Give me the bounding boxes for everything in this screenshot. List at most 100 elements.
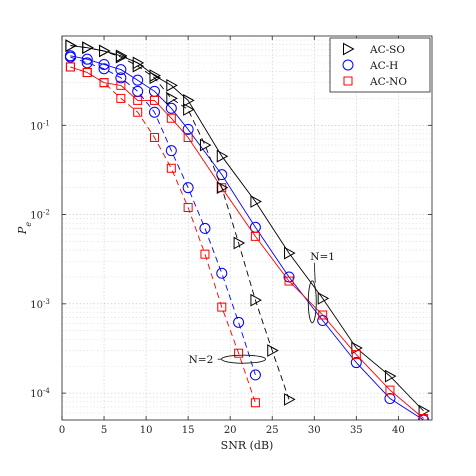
data-point xyxy=(250,293,262,307)
data-point xyxy=(149,106,160,118)
data-point xyxy=(199,138,212,152)
data-point xyxy=(350,357,362,369)
data-point xyxy=(132,85,144,97)
data-point xyxy=(99,78,109,88)
data-point xyxy=(250,195,262,208)
data-point xyxy=(283,271,295,283)
y-tick-label: 10-1 xyxy=(30,119,50,132)
data-point xyxy=(199,222,211,234)
data-point xyxy=(116,93,126,103)
data-point xyxy=(115,64,127,76)
data-point xyxy=(116,80,126,90)
data-point xyxy=(82,41,94,55)
data-point xyxy=(165,145,177,157)
legend-box xyxy=(329,37,431,93)
data-point xyxy=(65,62,75,72)
plot-area-frame xyxy=(61,35,433,421)
data-point xyxy=(81,53,93,65)
data-point xyxy=(250,398,260,408)
legend-label-ac-no: AC-NO xyxy=(369,76,407,88)
data-point xyxy=(216,149,229,163)
data-point xyxy=(115,72,127,84)
x-tick-label: 0 xyxy=(59,425,65,436)
data-point xyxy=(183,132,193,142)
data-point xyxy=(217,302,227,312)
data-point xyxy=(166,113,176,123)
legend-marker-ac-so xyxy=(343,42,355,56)
series-line xyxy=(70,56,256,376)
data-point xyxy=(182,182,194,194)
x-tick-label: 20 xyxy=(224,425,237,436)
series-ac-no-n2 xyxy=(65,62,260,408)
series-line xyxy=(70,66,256,403)
y-tick-label: 10-2 xyxy=(30,209,50,222)
data-point xyxy=(183,94,195,107)
y-axis-label-sub: e xyxy=(24,222,33,227)
annotation-pointer xyxy=(313,262,316,283)
data-point xyxy=(216,169,228,181)
series-layer xyxy=(64,39,431,420)
x-tick-label: 10 xyxy=(140,425,153,436)
data-point xyxy=(418,404,431,418)
data-point xyxy=(149,71,162,85)
data-point xyxy=(249,369,261,381)
data-point xyxy=(317,292,330,305)
data-point xyxy=(233,316,245,328)
data-point xyxy=(385,385,395,395)
y-axis-label-main: P xyxy=(16,226,29,235)
data-point xyxy=(284,276,294,286)
data-point xyxy=(216,267,228,279)
data-point xyxy=(115,50,128,64)
annotation-layer: N=1 N=2 xyxy=(189,251,335,366)
y-tick-label: 10-3 xyxy=(30,298,50,311)
data-point xyxy=(65,39,77,52)
data-point xyxy=(82,68,92,78)
x-tick-label: 30 xyxy=(308,425,321,436)
x-tick-label: 40 xyxy=(392,425,405,436)
x-tick-label: 5 xyxy=(101,425,107,436)
data-point xyxy=(132,74,144,86)
data-point xyxy=(98,63,110,75)
x-axis-label: SNR (dB) xyxy=(221,439,274,452)
data-point xyxy=(64,51,76,63)
x-tick-label: 35 xyxy=(350,425,363,436)
data-point xyxy=(318,310,328,320)
legend: AC-SO AC-H AC-NO xyxy=(329,37,431,93)
data-point xyxy=(165,102,177,114)
data-point xyxy=(200,249,210,259)
data-point xyxy=(150,95,159,105)
series-line xyxy=(70,45,290,400)
data-point xyxy=(250,231,260,241)
series-line xyxy=(70,45,424,412)
data-point xyxy=(267,344,279,357)
data-point xyxy=(234,348,244,358)
data-point xyxy=(133,107,143,117)
legend-marker-ac-no xyxy=(343,76,353,86)
data-point xyxy=(183,202,193,212)
series-line xyxy=(70,55,424,420)
data-point xyxy=(166,79,178,92)
axis-ticks: 0 5 10 15 20 25 30 35 40 10-1 10-2 10-3 10-4 xyxy=(30,36,432,436)
data-point xyxy=(418,414,430,420)
series-ac-so-n2 xyxy=(65,39,296,406)
data-point xyxy=(166,92,178,105)
series-ac-h-n2 xyxy=(64,51,261,381)
legend-marker-ac-h xyxy=(342,59,354,71)
data-point xyxy=(216,181,229,195)
legend-label-ac-h: AC-H xyxy=(369,60,398,72)
y-tick-label: 10-4 xyxy=(30,387,50,400)
annotation-label: N=1 xyxy=(310,251,335,263)
x-tick-label: 25 xyxy=(266,425,279,436)
data-point xyxy=(150,132,159,142)
y-axis-label: Pe xyxy=(16,222,33,235)
data-point xyxy=(419,413,429,420)
data-point xyxy=(384,369,397,383)
x-tick-label: 15 xyxy=(182,425,195,436)
data-point xyxy=(166,163,176,173)
data-point xyxy=(99,44,111,58)
data-point xyxy=(132,59,145,73)
data-point xyxy=(384,393,396,405)
annotation-ellipse xyxy=(307,280,317,324)
